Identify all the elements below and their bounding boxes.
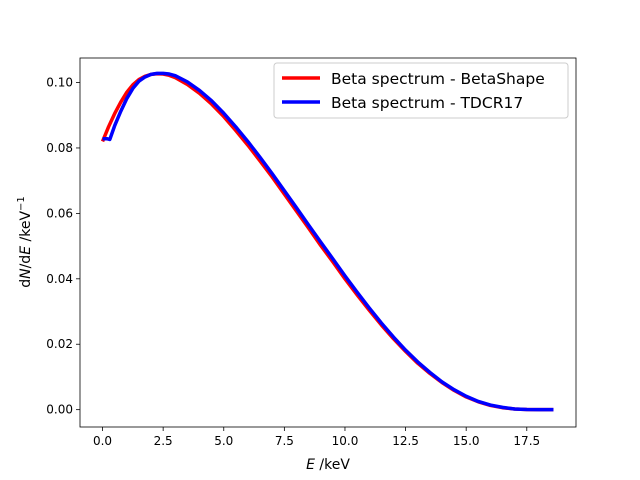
y-axis: 0.00 0.02 0.04 0.06 0.08 0.10 xyxy=(46,76,80,417)
y-axis-var2: E xyxy=(18,246,34,255)
legend-label-betashape: Beta spectrum - BetaShape xyxy=(331,70,545,88)
x-tick-label: 0.0 xyxy=(93,434,112,448)
legend: Beta spectrum - BetaShape Beta spectrum … xyxy=(273,62,569,119)
series-line-tdcr17 xyxy=(102,71,554,412)
y-tick-label: 0.10 xyxy=(46,76,73,90)
y-axis-superscript: −1 xyxy=(16,196,27,211)
plot-area xyxy=(79,57,577,428)
y-axis-mid: /d xyxy=(18,255,34,269)
x-tick-label: 5.0 xyxy=(214,434,233,448)
x-axis-unit: /keV xyxy=(315,457,350,473)
x-tick-label: 2.5 xyxy=(154,434,173,448)
x-tick-label: 12.5 xyxy=(392,434,419,448)
y-tick-label: 0.02 xyxy=(46,337,73,351)
y-axis-var1: N xyxy=(18,268,34,279)
series-layer xyxy=(100,71,554,412)
y-axis-prefix: d xyxy=(18,279,34,288)
x-tick-label: 15.0 xyxy=(453,434,480,448)
y-tick-label: 0.04 xyxy=(46,272,73,286)
x-axis-variable: E xyxy=(306,457,315,473)
y-tick-label: 0.00 xyxy=(46,403,73,417)
y-tick-label: 0.06 xyxy=(46,206,73,220)
x-tick-label: 17.5 xyxy=(513,434,540,448)
x-axis: 0.0 2.5 5.0 7.5 10.0 12.5 15.0 17.5 xyxy=(93,427,540,448)
x-tick-label: 7.5 xyxy=(275,434,294,448)
y-axis-label: dN/dE /keV−1 xyxy=(16,196,34,288)
x-tick-label: 10.0 xyxy=(332,434,359,448)
y-axis-unit: /keV xyxy=(18,211,34,246)
axes-frame xyxy=(79,57,577,428)
legend-label-tdcr17: Beta spectrum - TDCR17 xyxy=(331,94,523,112)
y-tick-label: 0.08 xyxy=(46,141,73,155)
x-axis-label: E /keV xyxy=(306,457,350,473)
legend-box xyxy=(273,62,569,119)
